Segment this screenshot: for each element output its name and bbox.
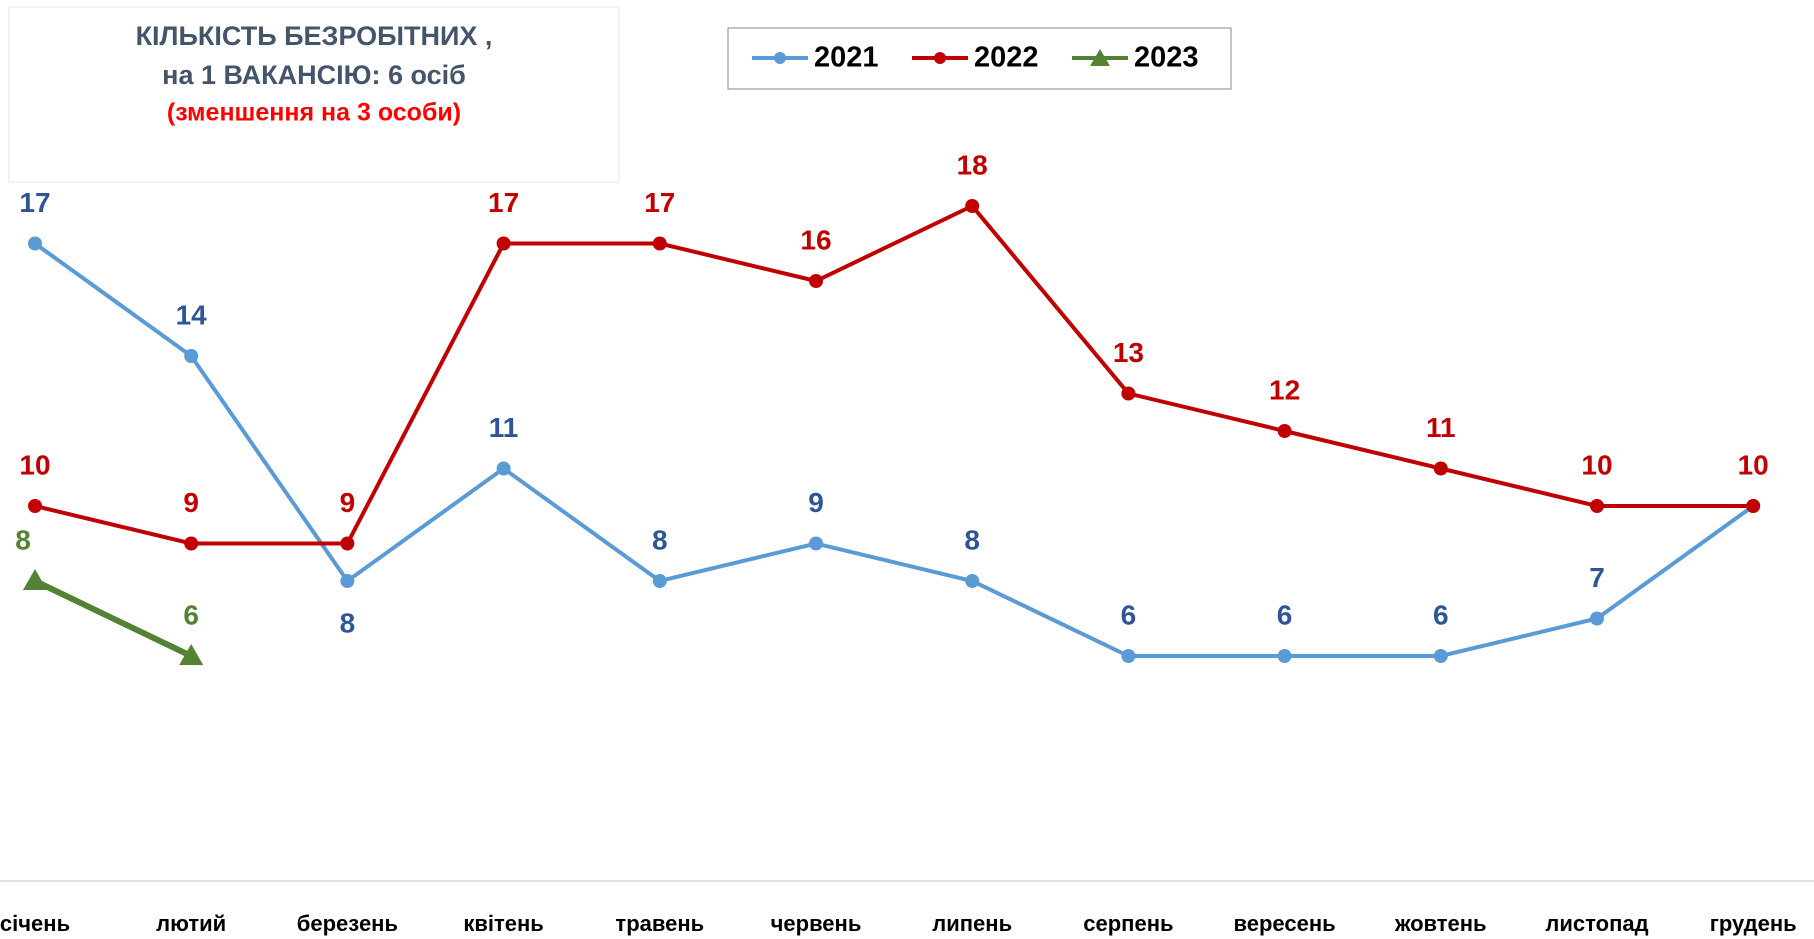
x-tick-label: липень bbox=[932, 911, 1012, 936]
marker bbox=[28, 499, 42, 513]
marker bbox=[179, 644, 204, 665]
data-label: 18 bbox=[957, 149, 988, 180]
data-label: 9 bbox=[183, 487, 199, 518]
data-label: 10 bbox=[19, 449, 50, 480]
marker bbox=[1590, 611, 1604, 626]
data-label: 8 bbox=[652, 524, 668, 555]
marker bbox=[496, 236, 511, 251]
marker bbox=[809, 274, 823, 288]
legend bbox=[727, 27, 1232, 90]
data-label: 6 bbox=[1277, 599, 1293, 630]
x-tick-label: листопад bbox=[1545, 911, 1648, 936]
data-label: 6 bbox=[1433, 599, 1449, 630]
marker bbox=[1121, 649, 1136, 663]
legend-label: 2022 bbox=[974, 42, 1039, 74]
x-tick-label: грудень bbox=[1710, 911, 1797, 936]
x-tick-label: червень bbox=[771, 911, 862, 936]
marker bbox=[184, 349, 199, 363]
x-tick-label: квітень bbox=[463, 911, 543, 936]
marker bbox=[23, 569, 47, 590]
marker bbox=[340, 574, 355, 588]
marker bbox=[965, 574, 980, 588]
legend-marker bbox=[1090, 49, 1110, 66]
marker bbox=[1433, 461, 1448, 476]
data-label: 17 bbox=[488, 187, 519, 218]
legend-label: 2021 bbox=[814, 42, 879, 74]
marker bbox=[1277, 424, 1292, 438]
title-box bbox=[8, 6, 620, 183]
marker bbox=[28, 236, 42, 251]
marker bbox=[809, 536, 823, 551]
marker bbox=[184, 536, 199, 551]
series-line bbox=[34, 203, 1754, 546]
x-tick-label: жовтень bbox=[1394, 911, 1487, 936]
x-tick-label: лютий bbox=[156, 911, 226, 936]
chart-title: на 1 ВАКАНСІЮ: 6 осіб bbox=[162, 60, 466, 90]
marker bbox=[1590, 499, 1604, 513]
chart-title: КІЛЬКІСТЬ БЕЗРОБІТНИХ , bbox=[136, 21, 493, 51]
data-label: 11 bbox=[489, 412, 519, 443]
chart-subtitle: (зменшення на 3 особи) bbox=[167, 99, 461, 127]
data-label: 6 bbox=[1121, 599, 1137, 630]
marker bbox=[496, 461, 511, 476]
data-label: 14 bbox=[176, 299, 208, 330]
x-tick-label: січень bbox=[0, 911, 70, 936]
data-label: 12 bbox=[1269, 374, 1300, 405]
series-line bbox=[33, 241, 1755, 658]
marker bbox=[652, 236, 667, 251]
x-tick-label: березень bbox=[297, 911, 398, 936]
data-label: 8 bbox=[340, 607, 356, 638]
data-label: 17 bbox=[19, 187, 50, 218]
data-label: 9 bbox=[808, 487, 824, 518]
series-line bbox=[33, 578, 193, 659]
data-label: 16 bbox=[800, 224, 831, 255]
legend-marker bbox=[934, 52, 946, 64]
marker bbox=[1121, 386, 1136, 401]
data-label: 7 bbox=[1589, 562, 1605, 593]
marker bbox=[1746, 499, 1761, 513]
legend-marker bbox=[774, 52, 786, 64]
marker bbox=[652, 574, 667, 588]
data-label: 8 bbox=[15, 524, 31, 555]
legend-label: 2023 bbox=[1134, 42, 1199, 74]
data-label: 6 bbox=[183, 599, 199, 630]
data-label: 13 bbox=[1113, 337, 1144, 368]
data-label: 9 bbox=[340, 487, 356, 518]
x-tick-label: серпень bbox=[1083, 911, 1173, 936]
data-label: 10 bbox=[1738, 449, 1769, 480]
x-tick-label: вересень bbox=[1234, 911, 1336, 936]
data-label: 11 bbox=[1426, 412, 1456, 443]
data-label: 10 bbox=[1581, 449, 1612, 480]
marker bbox=[340, 536, 355, 551]
x-tick-label: травень bbox=[615, 911, 704, 936]
marker bbox=[1277, 649, 1292, 663]
data-label: 17 bbox=[644, 187, 675, 218]
marker bbox=[1433, 649, 1448, 663]
data-label: 8 bbox=[964, 524, 980, 555]
marker bbox=[965, 199, 980, 213]
